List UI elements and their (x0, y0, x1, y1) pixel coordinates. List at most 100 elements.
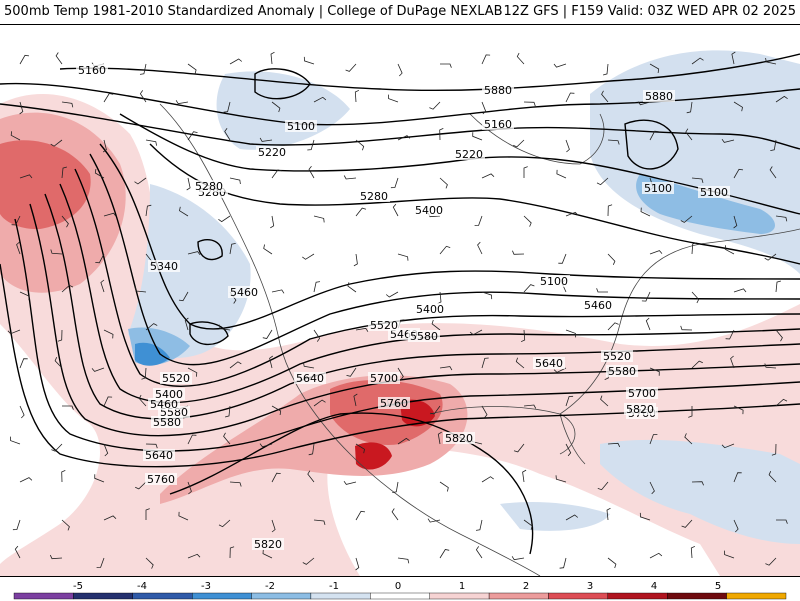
wind-barb (596, 288, 608, 293)
wind-barb (649, 130, 659, 141)
anomaly-light-blue-east (590, 50, 800, 274)
wind-barb (187, 481, 192, 495)
contour-line (59, 183, 800, 404)
wind-barb (100, 279, 105, 293)
wind-barb (55, 52, 63, 65)
contour-label-bg (453, 148, 485, 160)
contour-label: 5880 (484, 84, 512, 97)
wind-barb (102, 139, 107, 153)
wind-barb (187, 367, 198, 377)
colorbar-swatch (370, 592, 430, 600)
wind-barb (775, 329, 783, 342)
wind-barb (12, 519, 21, 531)
wind-barb (313, 215, 325, 223)
wind-barb (771, 443, 777, 456)
wind-barb (270, 215, 275, 229)
wind-barb (262, 329, 273, 339)
wind-barb (770, 139, 777, 151)
wind-barb (724, 550, 735, 559)
contour-label: 5700 (370, 372, 398, 385)
wind-barb (187, 131, 198, 141)
wind-barb (523, 166, 528, 178)
wind-barb (355, 327, 369, 332)
contour-label-bg (643, 90, 675, 102)
wind-barb (733, 472, 742, 483)
wind-barb (355, 139, 365, 151)
contour-label-bg (378, 397, 410, 409)
wind-barb (481, 101, 487, 115)
colorbar-tick-label: 2 (523, 581, 529, 592)
contour-label: 5220 (258, 146, 286, 159)
wind-barb (481, 357, 489, 369)
wind-barb (731, 51, 736, 65)
wind-barb (516, 52, 525, 65)
contour-label-bg (642, 182, 674, 194)
wind-barb (512, 250, 525, 255)
wind-barb (145, 139, 157, 146)
wind-barb (145, 443, 158, 449)
wind-barb (345, 63, 357, 72)
wind-barb (474, 215, 483, 226)
wind-barb (733, 101, 743, 112)
wind-barb (271, 519, 276, 533)
wind-barb (555, 475, 567, 483)
contour-label: 5460 (150, 398, 178, 411)
contour-label: 5220 (455, 148, 483, 161)
wind-barb (303, 362, 315, 369)
contour-label-bg (538, 275, 570, 287)
contour-label: 5520 (603, 350, 631, 363)
colorbar-tick-labels: -5 -4 -3 -2 -1 0 1 2 3 4 5 (73, 581, 721, 592)
wind-barb (259, 443, 273, 448)
contour-label-bg (148, 260, 180, 272)
contour-label-bg (482, 84, 514, 96)
wind-barb (61, 101, 74, 108)
contour-label: 5280 (360, 190, 388, 203)
contour-label: 5640 (535, 357, 563, 370)
contour-label: 5100 (540, 275, 568, 288)
wind-barb (775, 215, 788, 222)
wind-barb (602, 63, 609, 76)
wind-barb (691, 481, 704, 486)
wind-barb (477, 241, 483, 255)
wind-barb (11, 215, 21, 226)
contour-label-bg (443, 432, 475, 444)
contour-label: 5580 (410, 330, 438, 343)
contour-label-bg (606, 365, 638, 377)
wind-barb (553, 63, 567, 68)
wind-barb (649, 434, 658, 445)
wind-barb (271, 289, 285, 294)
contour-label: 5820 (445, 432, 473, 445)
wind-barb (733, 405, 744, 415)
wind-barb (141, 367, 147, 380)
wind-barb (103, 515, 117, 521)
wind-barb (565, 92, 575, 103)
colorbar: -5 -4 -3 -2 -1 0 1 2 3 4 5 (0, 576, 800, 601)
colorbar-swatch (251, 592, 312, 600)
contour-label-bg (368, 372, 400, 384)
wind-barb (178, 291, 189, 302)
wind-barb (481, 54, 491, 65)
colorbar-swatch (191, 592, 252, 600)
map-title: 500mb Temp 1981-2010 Standardized Anomal… (4, 4, 503, 19)
contour-label: 5100 (644, 182, 672, 195)
wind-barb (523, 404, 537, 409)
wind-barb (145, 204, 152, 217)
contour-label-bg (160, 372, 192, 384)
anomaly-red-alaska (0, 140, 91, 230)
wind-barb (440, 63, 452, 68)
wind-barb (229, 58, 243, 65)
contour-label: 5760 (380, 397, 408, 410)
wind-barb (354, 89, 360, 103)
wind-barb (607, 442, 621, 448)
wind-barb (724, 245, 735, 255)
wind-barb (481, 173, 495, 179)
wind-barb (607, 253, 616, 265)
wind-barb (397, 557, 410, 564)
contour-label: 5280 (195, 180, 223, 193)
wind-barb (50, 249, 63, 255)
wind-barb (187, 63, 197, 74)
wind-barb (680, 325, 693, 331)
wind-barb (19, 405, 25, 419)
anomaly-light-blue-atlantic (600, 439, 800, 544)
contour-line (29, 203, 800, 437)
